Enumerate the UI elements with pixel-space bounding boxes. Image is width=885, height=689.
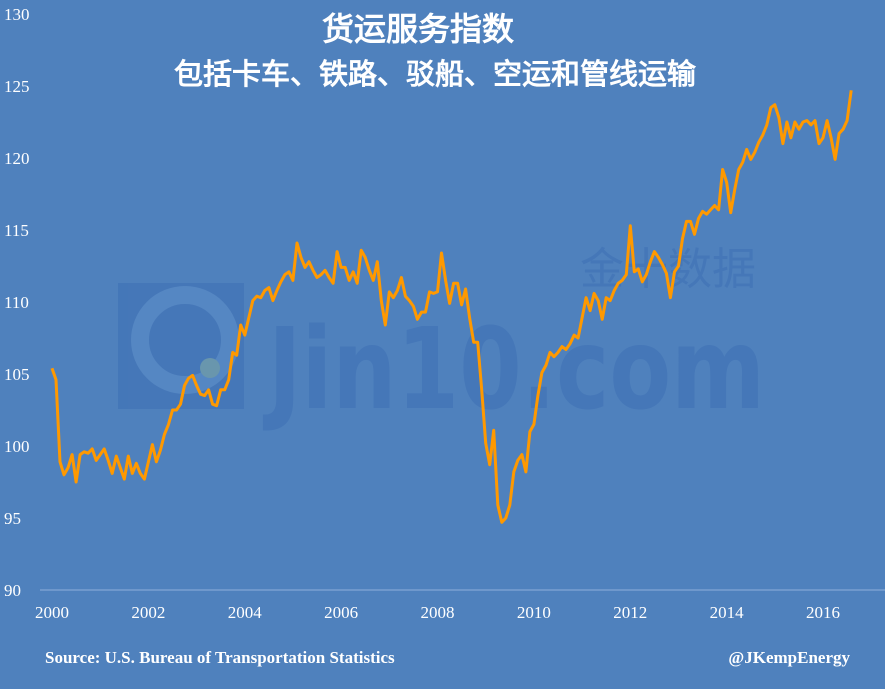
x-tick-label: 2014 (710, 603, 745, 622)
y-tick-label: 125 (4, 77, 30, 96)
chart-subtitle: 包括卡车、铁路、驳船、空运和管线运输 (174, 57, 697, 91)
y-tick-label: 100 (4, 437, 30, 456)
watermark-text: Jin10.com (262, 305, 765, 435)
y-axis-ticks: 90 95 100 105 110 115 120 125 130 (4, 5, 30, 600)
x-axis-ticks: 2000 2002 2004 2006 2008 2010 2012 2014 2016 (35, 603, 840, 622)
x-tick-label: 2010 (517, 603, 551, 622)
x-tick-label: 2002 (131, 603, 165, 622)
source-note: Source: U.S. Bureau of Transportation St… (45, 648, 395, 667)
x-tick-label: 2012 (613, 603, 647, 622)
y-tick-label: 95 (4, 509, 21, 528)
y-tick-label: 115 (4, 221, 29, 240)
x-tick-label: 2008 (421, 603, 455, 622)
x-tick-label: 2004 (228, 603, 263, 622)
x-tick-label: 2016 (806, 603, 840, 622)
watermark: Jin10.com 金十数据 (118, 244, 765, 435)
y-tick-label: 110 (4, 293, 29, 312)
x-tick-label: 2000 (35, 603, 69, 622)
y-tick-label: 90 (4, 581, 21, 600)
y-tick-label: 120 (4, 149, 30, 168)
y-tick-label: 105 (4, 365, 30, 384)
author-credit: @JKempEnergy (728, 648, 850, 667)
series-line (50, 90, 853, 524)
y-tick-label: 130 (4, 5, 30, 24)
x-tick-label: 2006 (324, 603, 358, 622)
chart-title: 货运服务指数 (322, 10, 515, 48)
watermark-logo-dot (200, 358, 220, 378)
